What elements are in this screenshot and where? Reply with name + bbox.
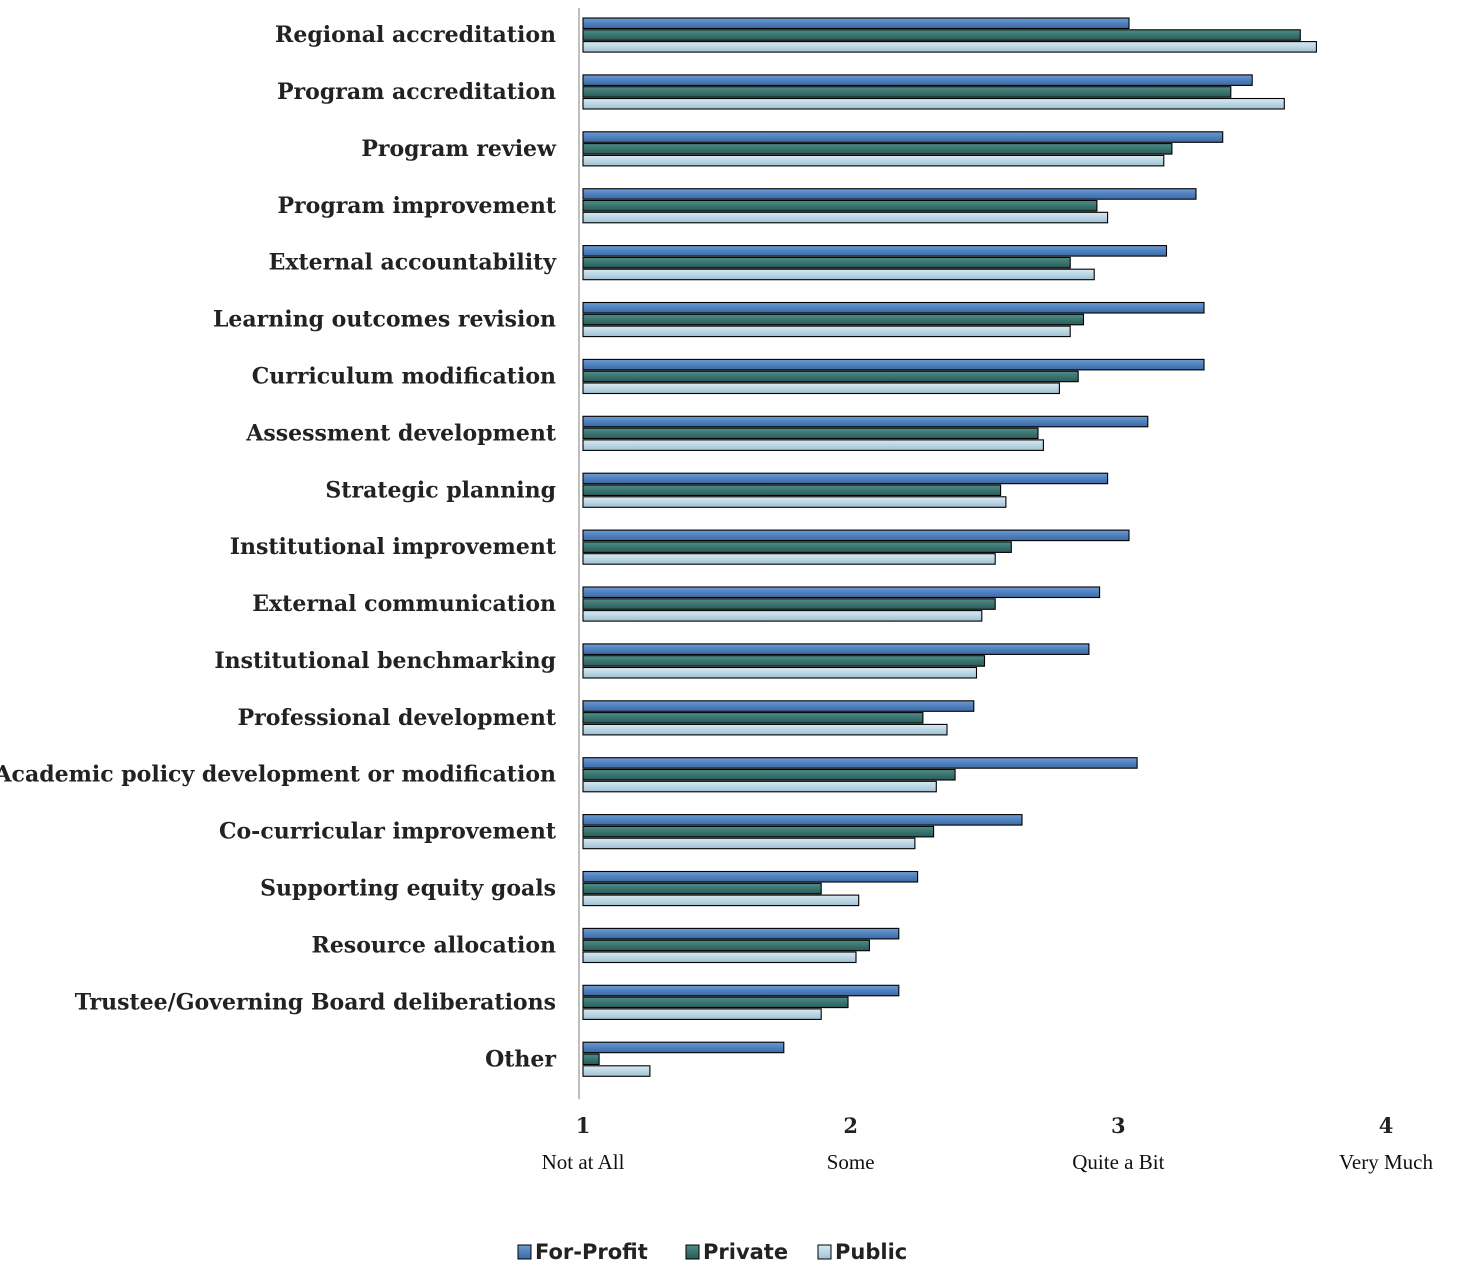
bar-private-trustee-governing-board-deliberations (582, 996, 849, 1009)
x-tick-label-4: 4 (1379, 1113, 1394, 1138)
bar-private-assessment-development (582, 427, 1039, 440)
legend-label-private: Private (703, 1240, 788, 1264)
x-tick-sublabel-very-much: Very Much (1339, 1150, 1433, 1174)
category-label-program-review: Program review (361, 136, 557, 162)
legend-swatch-for-profit (517, 1244, 532, 1260)
bar-for-profit-strategic-planning (582, 472, 1109, 485)
x-tick-sublabel-some: Some (827, 1150, 875, 1174)
bar-public-curriculum-modification (582, 382, 1060, 395)
bar-private-program-accreditation (582, 86, 1232, 98)
bar-public-institutional-benchmarking (582, 666, 978, 679)
bar-for-profit-supporting-equity-goals (582, 870, 919, 883)
bar-private-institutional-improvement (582, 541, 1012, 553)
bar-private-supporting-equity-goals (582, 882, 822, 895)
category-label-assessment-development: Assessment development (245, 420, 557, 446)
bar-for-profit-academic-policy-development-or-modification (582, 757, 1138, 769)
category-label-resource-allocation: Resource allocation (312, 932, 556, 958)
bar-public-trustee-governing-board-deliberations (582, 1008, 822, 1020)
legend-swatch-public (817, 1244, 832, 1260)
bar-private-resource-allocation (582, 939, 870, 952)
category-label-academic-policy-development-or-modification: Academic policy development or modificat… (0, 762, 556, 788)
bar-private-program-review (582, 143, 1173, 155)
bar-private-academic-policy-development-or-modification (582, 768, 956, 781)
legend: For-Profit Private Public (517, 1240, 907, 1264)
bar-public-assessment-development (582, 439, 1044, 451)
category-label-external-communication: External communication (252, 591, 556, 617)
bar-public-program-improvement (582, 211, 1109, 224)
bar-public-external-communication (582, 610, 983, 622)
legend-label-for-profit: For-Profit (535, 1240, 648, 1264)
bar-private-other (582, 1053, 600, 1066)
bar-public-program-accreditation (582, 97, 1285, 110)
bar-private-regional-accreditation (582, 29, 1301, 41)
bar-public-other (582, 1065, 651, 1077)
bar-private-curriculum-modification (582, 370, 1079, 383)
bar-for-profit-external-communication (582, 586, 1101, 599)
bar-private-co-curricular-improvement (582, 825, 935, 838)
bar-public-external-accountability (582, 268, 1095, 281)
bar-for-profit-regional-accreditation (582, 17, 1130, 30)
bar-public-strategic-planning (582, 496, 1007, 508)
bar-private-institutional-benchmarking (582, 655, 986, 667)
bar-public-institutional-improvement (582, 553, 996, 565)
category-label-co-curricular-improvement: Co-curricular improvement (219, 819, 557, 845)
category-label-professional-development: Professional development (238, 705, 557, 731)
x-tick-sublabel-quite-a-bit: Quite a Bit (1072, 1150, 1164, 1174)
x-tick-sublabel-not-at-all: Not at All (542, 1150, 625, 1174)
legend-swatch-private (685, 1244, 700, 1260)
bars-layer (582, 17, 1317, 1077)
bar-for-profit-institutional-improvement (582, 529, 1130, 542)
x-tick-label-2: 2 (843, 1113, 858, 1138)
bar-public-academic-policy-development-or-modification (582, 780, 937, 793)
bar-private-program-improvement (582, 199, 1098, 212)
category-label-other: Other (485, 1046, 556, 1072)
category-labels: Regional accreditation Program accreditat… (0, 22, 557, 1072)
bar-for-profit-assessment-development (582, 415, 1149, 428)
bar-for-profit-resource-allocation (582, 927, 900, 940)
bar-public-regional-accreditation (582, 41, 1317, 53)
bar-for-profit-program-accreditation (582, 74, 1253, 86)
bar-for-profit-program-improvement (582, 188, 1197, 200)
bar-private-external-communication (582, 598, 996, 610)
bar-for-profit-program-review (582, 131, 1224, 143)
bar-public-professional-development (582, 723, 948, 736)
legend-label-public: Public (835, 1240, 907, 1264)
category-label-external-accountability: External accountability (269, 250, 558, 276)
bar-for-profit-professional-development (582, 700, 975, 712)
category-label-supporting-equity-goals: Supporting equity goals (260, 876, 556, 902)
bar-private-external-accountability (582, 256, 1071, 269)
x-tick-label-3: 3 (1111, 1113, 1126, 1138)
bar-for-profit-curriculum-modification (582, 358, 1205, 371)
bar-private-professional-development (582, 712, 924, 724)
bar-private-learning-outcomes-revision (582, 313, 1085, 326)
category-label-regional-accreditation: Regional accreditation (275, 22, 556, 48)
category-label-strategic-planning: Strategic planning (325, 477, 556, 503)
category-label-learning-outcomes-revision: Learning outcomes revision (213, 307, 556, 333)
bar-public-resource-allocation (582, 951, 857, 964)
bar-for-profit-external-accountability (582, 245, 1168, 257)
bar-public-co-curricular-improvement (582, 837, 916, 850)
bar-for-profit-learning-outcomes-revision (582, 301, 1205, 314)
category-label-curriculum-modification: Curriculum modification (252, 363, 556, 389)
bar-for-profit-co-curricular-improvement (582, 814, 1023, 826)
category-label-program-improvement: Program improvement (278, 193, 557, 219)
bar-public-learning-outcomes-revision (582, 325, 1071, 338)
bar-private-strategic-planning (582, 484, 1002, 497)
category-label-institutional-benchmarking: Institutional benchmarking (214, 648, 556, 674)
bar-for-profit-other (582, 1041, 785, 1054)
bar-for-profit-trustee-governing-board-deliberations (582, 984, 900, 997)
x-tick-label-1: 1 (576, 1113, 591, 1138)
bar-public-program-review (582, 154, 1165, 167)
x-axis-ticks: 1 Not at All 2 Some 3 Quite a Bit 4 Very Much (542, 1113, 1434, 1174)
bar-for-profit-institutional-benchmarking (582, 643, 1090, 655)
category-label-program-accreditation: Program accreditation (277, 79, 556, 105)
category-label-institutional-improvement: Institutional improvement (230, 534, 557, 560)
category-label-trustee-governing-board-deliberations: Trustee/Governing Board deliberations (75, 989, 556, 1015)
bar-public-supporting-equity-goals (582, 894, 860, 907)
